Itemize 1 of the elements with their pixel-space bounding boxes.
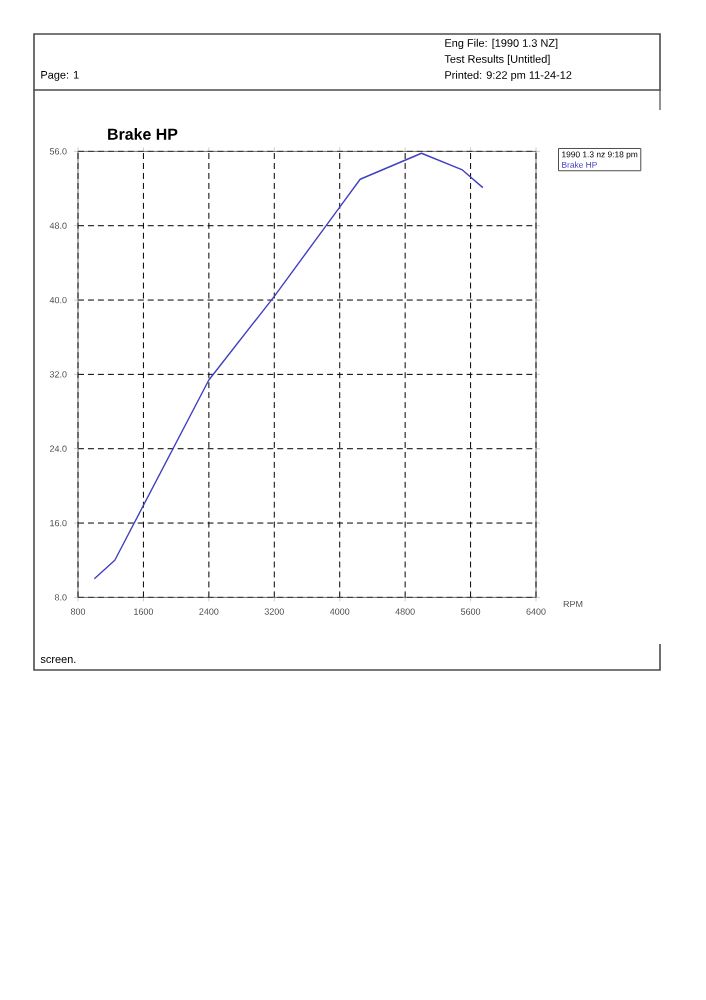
line-series: [93, 152, 484, 580]
